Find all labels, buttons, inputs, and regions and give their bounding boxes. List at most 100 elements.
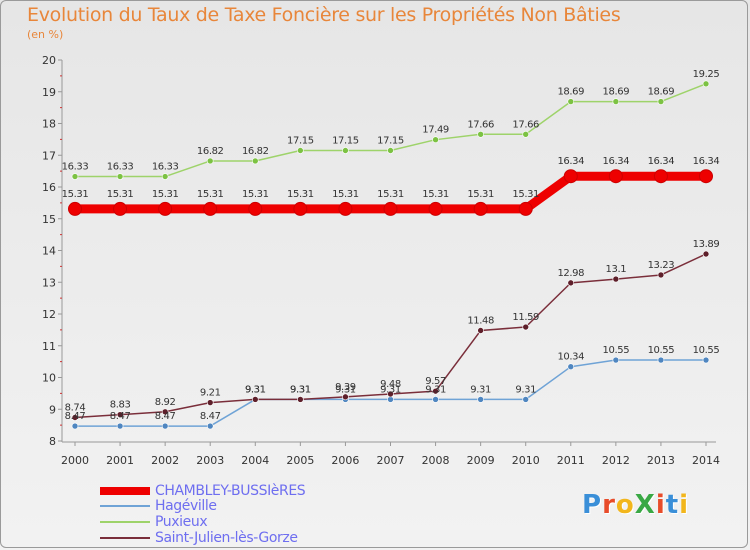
data-point [567,279,575,287]
x-tick-label: 2012 [602,454,630,467]
data-point [161,422,169,430]
data-label: 17.15 [287,135,314,146]
data-label: 8.74 [65,403,86,414]
axes: 8 9 10 11 12 13 14 15 16 17 18 19 20 2000 2001 2002 2003… [42,54,720,467]
logo-letter: i [679,490,690,520]
data-point [567,363,575,371]
x-tick-label: 2004 [241,454,269,467]
data-label: 16.82 [242,146,269,157]
x-tick-label: 2009 [467,454,495,467]
data-point [518,201,533,216]
data-point [567,98,575,105]
y-unit-label: (en %) [27,28,64,41]
data-label: 8.47 [65,411,86,422]
logo-letter: X [634,490,656,520]
y-tick-label: 12 [42,308,56,321]
x-tick-label: 2003 [196,454,224,467]
data-point [702,356,710,364]
data-label: 15.31 [512,189,539,200]
data-point [251,157,259,165]
y-tick-label: 16 [42,181,56,194]
data-label: 15.31 [422,189,449,200]
legend-item: Saint-Julien-lès-Gorze [100,530,298,546]
data-point [473,201,488,216]
legend-item: CHAMBLEY-BUSSIèRES [100,483,306,499]
data-point [206,399,214,406]
data-label: 9.31 [515,384,536,395]
data-point [522,130,530,138]
y-tick-label: 14 [42,245,56,258]
legend-swatch [100,505,150,507]
logo-letter: t [665,490,680,520]
data-label: 15.31 [467,189,494,200]
data-label: 8.83 [110,400,131,411]
data-point [387,390,394,398]
data-point [203,201,218,216]
legend-swatch [100,537,150,539]
data-point [71,173,79,180]
data-point [612,356,620,364]
data-label: 9.31 [245,384,266,395]
data-label: 9.21 [200,388,221,399]
data-label: 17.66 [467,119,494,130]
data-point [432,387,439,395]
x-tick-label: 2007 [377,454,405,467]
x-tick-label: 2001 [106,454,134,467]
data-point [608,169,623,184]
x-tick-label: 2010 [512,454,540,467]
y-tick-label: 15 [42,213,56,226]
data-point [612,98,620,105]
data-point [699,169,713,184]
data-point [657,356,665,364]
legend-label: CHAMBLEY-BUSSIèRES [155,483,306,499]
data-label: 8.47 [155,411,176,422]
chart-title: Evolution du Taux de Taxe Foncière sur l… [27,4,621,26]
data-point [387,147,394,154]
y-tick-label: 18 [42,118,56,131]
data-point [702,80,710,88]
data-point [116,422,124,430]
data-label: 9.31 [290,384,311,395]
data-label: 15.31 [197,189,224,200]
data-label: 9.31 [245,384,266,395]
legend-item: Hagéville [100,498,217,514]
data-label: 17.15 [377,135,404,146]
legend-label: Saint-Julien-lès-Gorze [155,530,298,546]
data-point [522,396,530,403]
y-tick-label: 13 [42,276,56,289]
data-point [297,147,304,154]
data-label: 10.55 [603,345,630,356]
data-label: 15.31 [242,189,269,200]
data-label: 11.48 [467,316,494,327]
data-point [432,396,439,403]
data-label: 16.34 [648,156,675,167]
data-point [702,250,710,258]
data-label: 8.47 [200,411,221,422]
data-labels: 15.31 15.31 15.31 15.31 15.31 15.31 15.31 15.31… [62,69,720,422]
legend-label: Hagéville [155,498,217,514]
x-tick-label: 2002 [151,454,179,467]
x-tick-label: 2005 [286,454,314,467]
data-point [477,327,484,334]
data-point [248,201,263,216]
data-label: 13.1 [606,264,627,275]
data-point [116,411,124,418]
data-label: 9.39 [335,382,356,393]
data-point [522,323,530,331]
data-label: 15.31 [332,189,359,200]
data-label: 16.33 [62,162,89,173]
x-tick-label: 2000 [61,454,89,467]
data-label: 10.55 [648,345,675,356]
data-label: 12.98 [557,268,584,279]
data-point [297,396,304,403]
data-point [342,393,349,401]
data-label: 16.82 [197,146,224,157]
y-tick-label: 11 [42,340,56,353]
data-label: 9.31 [290,384,311,395]
data-point [477,396,484,403]
data-point [563,169,578,184]
legend-swatch [100,487,150,495]
data-label: 16.34 [603,156,630,167]
legend-item: Puxieux [100,514,208,530]
